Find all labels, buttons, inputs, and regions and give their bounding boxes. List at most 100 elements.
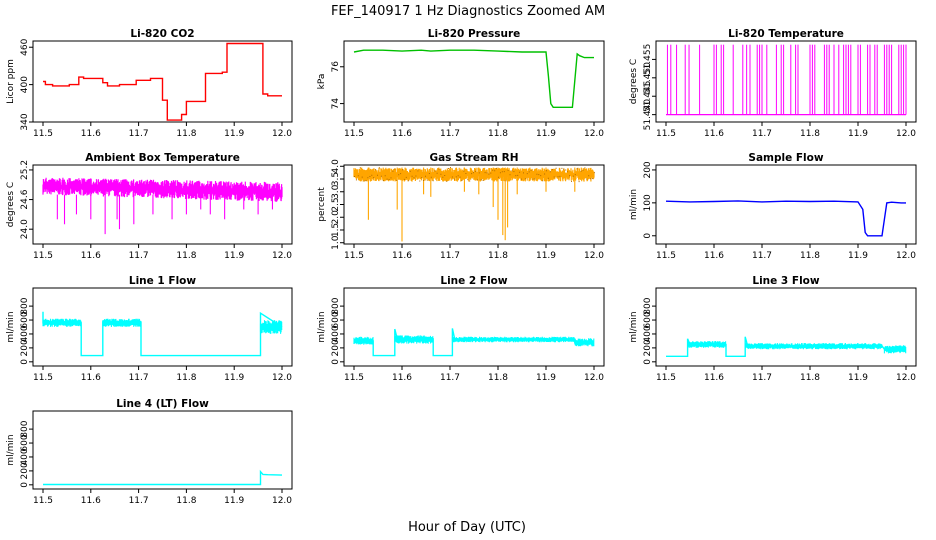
x-tick-label: 11.8 xyxy=(488,251,508,261)
y-axis-label: degrees C xyxy=(6,182,16,227)
x-tick-label: 11.9 xyxy=(224,251,244,261)
y-tick-label: 200 xyxy=(20,462,30,479)
series-line xyxy=(666,336,906,357)
x-tick-label: 11.5 xyxy=(656,129,676,139)
y-tick-label: 600 xyxy=(331,311,341,328)
y-tick-label: 0 xyxy=(643,233,653,239)
x-tick-label: 11.5 xyxy=(33,373,53,383)
panel-1: Li-820 CO2 11.5 11.6 11.7 11.8 11.9 12.0 340 400… xyxy=(6,28,293,139)
x-tick-label: 11.8 xyxy=(488,129,508,139)
x-tick-label: 11.6 xyxy=(81,251,101,261)
y-axis-label: ml/min xyxy=(629,189,639,220)
y-tick-label: 24.0 xyxy=(20,219,30,239)
panel-8: Line 2 Flow 11.5 11.6 11.7 11.8 11.9 12.0 0 2004… xyxy=(317,275,605,383)
plot-area xyxy=(353,49,594,109)
plot-frame xyxy=(32,164,293,245)
plot-area xyxy=(666,44,907,116)
y-tick-label: 25.2 xyxy=(20,160,30,180)
figure-xlabel: Hour of Day (UTC) xyxy=(408,520,526,535)
x-tick-label: 11.9 xyxy=(848,129,868,139)
plot-frame xyxy=(343,40,605,123)
series-noise-band xyxy=(394,335,434,344)
y-tick-label: 340 xyxy=(20,113,30,130)
y-axis-label: degrees C xyxy=(629,59,639,104)
y-tick-label: 460 xyxy=(20,38,30,55)
series-noise-band xyxy=(102,318,142,327)
panel-7: Line 1 Flow 11.5 11.6 11.7 11.8 11.9 12.0 0 2004… xyxy=(6,275,293,383)
y-tick-label: 51.440 xyxy=(643,99,653,131)
x-tick-label: 11.5 xyxy=(344,373,364,383)
x-tick-label: 11.9 xyxy=(848,251,868,261)
y-tick-label: 0 xyxy=(20,482,30,488)
y-tick-label: 800 xyxy=(20,420,30,437)
x-tick-label: 11.9 xyxy=(224,129,244,139)
x-tick-label: 12.0 xyxy=(896,251,916,261)
y-axis-label: kPa xyxy=(317,74,327,90)
panel-4: Ambient Box Temperature 11.5 11.6 11.7 11.8 1… xyxy=(6,152,293,261)
y-axis-label: ml/min xyxy=(317,311,327,342)
x-tick-label: 11.7 xyxy=(752,373,772,383)
y-tick-label: 600 xyxy=(20,434,30,451)
x-tick-label: 11.5 xyxy=(656,251,676,261)
panel-title: Li-820 CO2 xyxy=(130,28,194,40)
panel-title: Line 4 (LT) Flow xyxy=(116,398,209,410)
plot-frame xyxy=(32,410,293,490)
x-tick-label: 11.5 xyxy=(33,496,53,506)
series-noise-band xyxy=(259,320,283,334)
y-tick-label: 200 xyxy=(331,339,341,356)
x-tick-label: 11.8 xyxy=(800,251,820,261)
x-tick-label: 11.8 xyxy=(176,251,196,261)
x-tick-label: 11.5 xyxy=(344,129,364,139)
x-tick-label: 11.7 xyxy=(129,251,149,261)
x-tick-label: 11.6 xyxy=(392,373,412,383)
x-tick-label: 11.9 xyxy=(536,129,556,139)
plot-area xyxy=(43,42,282,121)
plot-frame xyxy=(655,164,917,245)
x-tick-label: 11.8 xyxy=(800,129,820,139)
x-tick-label: 11.7 xyxy=(440,129,460,139)
x-tick-label: 11.8 xyxy=(176,373,196,383)
x-tick-label: 12.0 xyxy=(896,129,916,139)
y-tick-label: 51.445 xyxy=(643,80,653,112)
plot-area xyxy=(353,328,595,357)
y-tick-label: 600 xyxy=(20,311,30,328)
x-tick-label: 11.6 xyxy=(81,496,101,506)
plot-frame xyxy=(32,40,293,123)
panel-title: Ambient Box Temperature xyxy=(85,152,240,164)
x-tick-label: 12.0 xyxy=(584,251,604,261)
y-tick-label: 100 xyxy=(643,194,653,211)
y-tick-label: 400 xyxy=(331,325,341,342)
y-axis-label: ml/min xyxy=(6,311,16,342)
x-tick-label: 11.8 xyxy=(176,129,196,139)
x-tick-label: 11.6 xyxy=(392,251,412,261)
figure-title: FEF_140917 1 Hz Diagnostics Zoomed AM xyxy=(331,4,605,19)
plot-frame xyxy=(655,40,917,123)
x-tick-label: 11.8 xyxy=(176,496,196,506)
series-noise-band xyxy=(42,177,283,202)
series-line xyxy=(354,328,594,357)
x-tick-label: 11.9 xyxy=(224,373,244,383)
y-tick-label: 0 xyxy=(331,359,341,365)
x-tick-label: 11.7 xyxy=(752,129,772,139)
y-tick-label: 800 xyxy=(20,297,30,314)
x-tick-label: 11.7 xyxy=(129,373,149,383)
series-noise-band xyxy=(353,167,595,182)
x-tick-label: 11.6 xyxy=(392,129,412,139)
y-tick-label: 800 xyxy=(643,297,653,314)
y-tick-label: 0 xyxy=(20,359,30,365)
y-axis-label: percent xyxy=(317,187,327,222)
x-tick-label: 12.0 xyxy=(896,373,916,383)
y-tick-label: 51.450 xyxy=(643,62,653,94)
x-tick-label: 11.8 xyxy=(488,373,508,383)
plot-area xyxy=(665,200,906,237)
panel-title: Line 3 Flow xyxy=(752,275,819,287)
y-tick-label: 0 xyxy=(643,359,653,365)
plot-frame xyxy=(343,287,605,367)
panel-title: Line 1 Flow xyxy=(129,275,196,287)
x-tick-label: 11.5 xyxy=(656,373,676,383)
plot-area xyxy=(43,469,283,486)
panel-title: Sample Flow xyxy=(748,152,823,164)
y-tick-label: 3.5 xyxy=(331,172,341,186)
x-tick-label: 11.9 xyxy=(848,373,868,383)
series-line xyxy=(42,311,283,357)
